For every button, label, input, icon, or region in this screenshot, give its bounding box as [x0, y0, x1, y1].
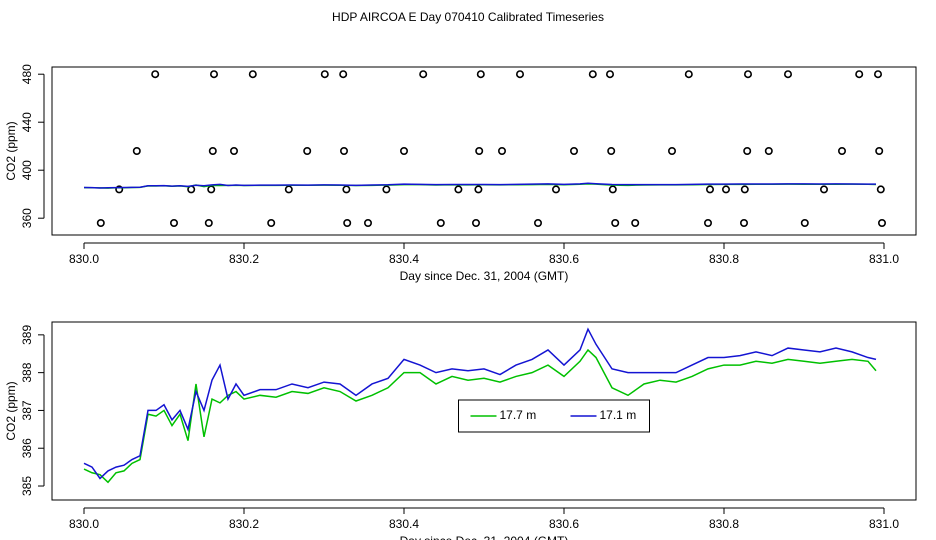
x-tick-label: 830.8 [709, 252, 739, 266]
x-axis-label: Day since Dec. 31, 2004 (GMT) [400, 534, 569, 540]
x-tick-label: 830.0 [69, 252, 99, 266]
legend-label: 17.1 m [600, 408, 637, 422]
y-tick-label: 360 [20, 208, 34, 228]
data-point [533, 219, 542, 228]
data-point [877, 219, 886, 228]
data-point [611, 219, 620, 228]
y-tick-label: 386 [20, 438, 34, 458]
legend-label: 17.7 m [500, 408, 537, 422]
y-axis-label: CO2 (ppm) [4, 381, 18, 440]
data-point [876, 185, 885, 194]
y-tick-label: 387 [20, 400, 34, 420]
data-point [855, 70, 864, 79]
x-tick-label: 830.2 [229, 517, 259, 531]
data-point [419, 70, 428, 79]
data-point [248, 70, 257, 79]
data-point [208, 147, 217, 156]
data-point [471, 219, 480, 228]
data-line [83, 327, 877, 480]
x-axis-label: Day since Dec. 31, 2004 (GMT) [400, 269, 569, 283]
data-point [740, 185, 749, 194]
data-point [569, 147, 578, 156]
x-tick-label: 831.0 [869, 252, 899, 266]
data-point [204, 219, 213, 228]
y-tick-label: 385 [20, 476, 34, 496]
y-tick-label: 389 [20, 325, 34, 345]
data-point [454, 185, 463, 194]
data-point [476, 70, 485, 79]
x-tick-label: 830.4 [389, 517, 419, 531]
plot-frame [51, 321, 917, 501]
y-tick-label: 440 [20, 112, 34, 132]
data-point [399, 147, 408, 156]
chart-title: HDP AIRCOA E Day 070410 Calibrated Times… [332, 10, 604, 24]
data-point [739, 219, 748, 228]
data-point [721, 185, 730, 194]
data-point [151, 70, 160, 79]
data-point [764, 147, 773, 156]
y-axis-label: CO2 (ppm) [4, 121, 18, 180]
data-line [83, 182, 877, 189]
x-tick-label: 830.6 [549, 517, 579, 531]
data-point [743, 70, 752, 79]
y-tick-label: 388 [20, 362, 34, 382]
data-point [605, 70, 614, 79]
data-point [703, 219, 712, 228]
data-point [115, 185, 124, 194]
data-point [631, 219, 640, 228]
data-line [83, 348, 877, 484]
data-point [96, 219, 105, 228]
x-tick-label: 830.8 [709, 517, 739, 531]
x-tick-label: 830.2 [229, 252, 259, 266]
data-point [667, 147, 676, 156]
data-point [515, 70, 524, 79]
data-point [343, 219, 352, 228]
plot-frame [51, 66, 917, 236]
data-point [436, 219, 445, 228]
data-point [497, 147, 506, 156]
data-point [339, 147, 348, 156]
y-tick-label: 400 [20, 160, 34, 180]
data-point [303, 147, 312, 156]
data-point [875, 147, 884, 156]
data-point [684, 70, 693, 79]
data-point [170, 219, 179, 228]
data-point [363, 219, 372, 228]
data-point [382, 185, 391, 194]
data-point [475, 147, 484, 156]
data-point [320, 70, 329, 79]
data-point [284, 185, 293, 194]
data-point [230, 147, 239, 156]
data-point [743, 147, 752, 156]
data-point [342, 185, 351, 194]
x-tick-label: 830.6 [549, 252, 579, 266]
data-point [339, 70, 348, 79]
y-tick-label: 480 [20, 64, 34, 84]
data-point [588, 70, 597, 79]
data-point [132, 147, 141, 156]
data-point [210, 70, 219, 79]
data-point [705, 185, 714, 194]
x-tick-label: 830.0 [69, 517, 99, 531]
data-point [800, 219, 809, 228]
data-point [819, 185, 828, 194]
data-point [474, 185, 483, 194]
data-point [783, 70, 792, 79]
data-point [551, 185, 560, 194]
x-tick-label: 831.0 [869, 517, 899, 531]
x-tick-label: 830.4 [389, 252, 419, 266]
data-point [267, 219, 276, 228]
data-point [607, 147, 616, 156]
data-point [837, 147, 846, 156]
data-point [608, 185, 617, 194]
data-point [873, 70, 882, 79]
